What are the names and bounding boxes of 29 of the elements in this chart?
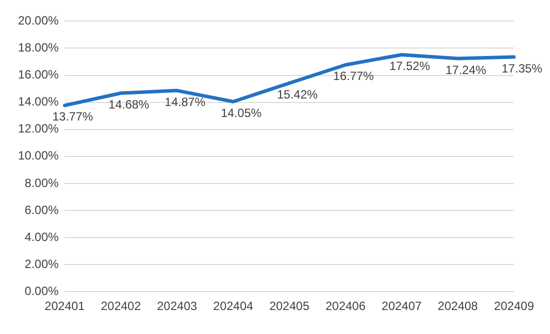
- y-tick-label: 8.00%: [24, 176, 60, 190]
- data-label: 14.05%: [220, 106, 262, 120]
- y-tick-label: 6.00%: [24, 202, 60, 217]
- y-tick-label: 10.00%: [18, 148, 60, 163]
- x-tick-label: 202407: [382, 299, 422, 314]
- x-tick-label: 202408: [438, 299, 478, 314]
- data-label: 16.77%: [333, 69, 374, 84]
- y-tick-label: 18.00%: [18, 40, 60, 55]
- y-tick-label: 12.00%: [18, 122, 60, 136]
- x-tick-label: 202403: [156, 299, 198, 314]
- y-tick-label: 0.00%: [24, 284, 60, 298]
- data-label: 13.77%: [52, 110, 94, 124]
- data-label: 15.42%: [276, 87, 318, 102]
- x-tick-label: 202406: [325, 299, 366, 314]
- y-tick-label: 16.00%: [18, 68, 60, 82]
- y-tick-label: 2.00%: [24, 256, 60, 271]
- data-label: 14.87%: [164, 94, 206, 109]
- x-tick-label: 202402: [100, 299, 142, 314]
- data-label: 17.52%: [389, 59, 430, 74]
- data-label: 17.24%: [445, 62, 486, 77]
- x-tick-label: 202405: [269, 299, 310, 314]
- data-label: 17.35%: [502, 61, 543, 76]
- data-label: 14.68%: [108, 97, 150, 112]
- y-tick-label: 20.00%: [18, 14, 60, 28]
- x-tick-label: 202401: [44, 299, 86, 314]
- x-tick-label: 202404: [213, 299, 254, 314]
- y-tick-label: 4.00%: [24, 230, 60, 244]
- y-tick-label: 14.00%: [18, 94, 60, 109]
- x-tick-label: 202409: [494, 299, 534, 314]
